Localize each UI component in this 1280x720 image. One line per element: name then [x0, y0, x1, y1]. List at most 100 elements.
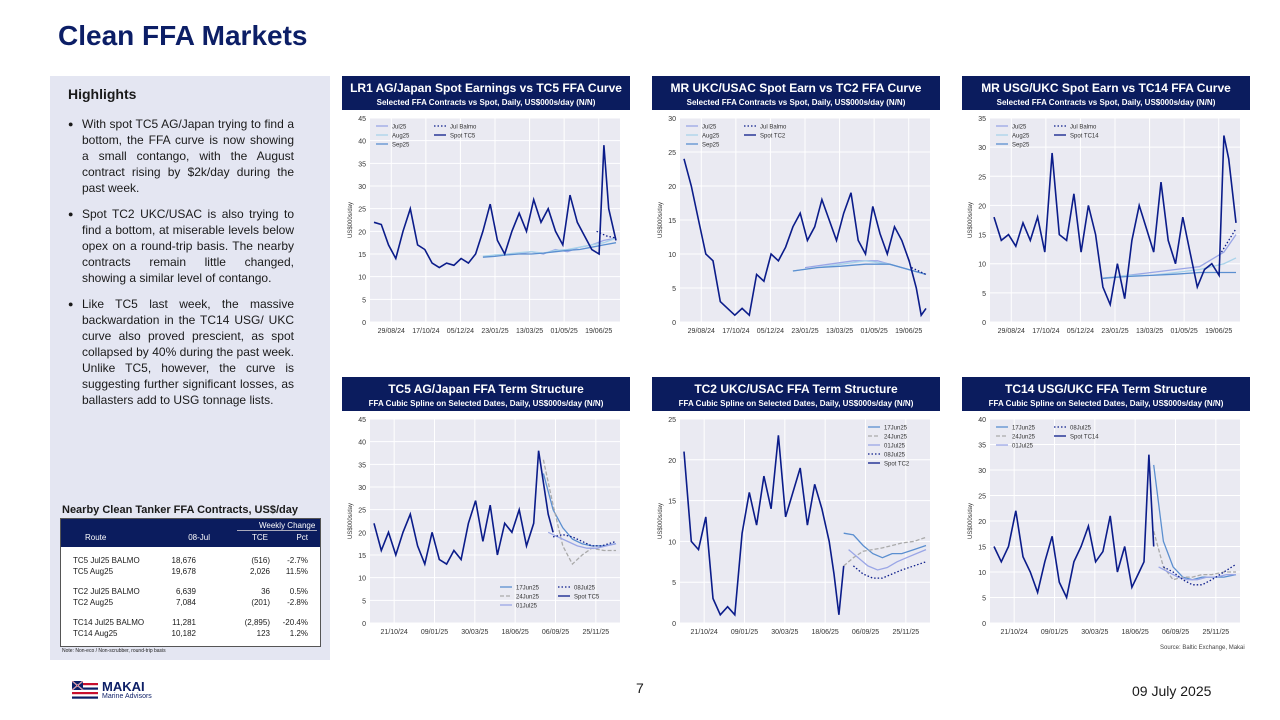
legend-label: Aug25	[392, 134, 410, 140]
legend-label: 24Jun25	[1012, 435, 1036, 441]
x-tick-label: 17/10/24	[412, 328, 439, 335]
cell-tce: 2,026	[249, 567, 270, 576]
chart-subtitle: Selected FFA Contracts vs Spot, Daily, U…	[996, 98, 1216, 107]
highlights-panel: Highlights With spot TC5 AG/Japan trying…	[50, 76, 330, 660]
y-axis-label: US$000s/day	[968, 503, 974, 539]
cell-value: 10,182	[171, 629, 196, 638]
cell-value: 19,678	[171, 567, 196, 576]
chart-header: MR USG/UKC Spot Earn vs TC14 FFA Curve S…	[962, 76, 1250, 110]
makai-logo: MAKAI Marine Advisors	[71, 679, 152, 704]
y-tick-label: 25	[358, 207, 366, 214]
chart-subtitle: Selected FFA Contracts vs Spot, Daily, U…	[376, 98, 596, 107]
y-tick-label: 25	[358, 508, 366, 515]
legend-label: Jul Balmo	[760, 125, 787, 131]
cell-route: TC14 Jul25 BALMO	[73, 618, 145, 627]
y-tick-label: 30	[668, 116, 676, 123]
cell-value: 6,639	[175, 587, 196, 596]
legend-label: Sep25	[702, 143, 720, 149]
legend-label: Spot TC14	[1070, 435, 1099, 441]
chart-header: TC5 AG/Japan FFA Term Structure FFA Cubi…	[342, 377, 630, 411]
legend-label: Spot TC5	[450, 134, 476, 140]
x-tick-label: 30/03/25	[461, 629, 488, 636]
cell-route: TC5 Aug25	[73, 567, 114, 576]
highlights-title: Highlights	[68, 86, 137, 102]
weekly-change-header: Weekly Change	[259, 521, 316, 530]
footer-date: 09 July 2025	[1132, 683, 1212, 699]
cell-route: TC2 Aug25	[73, 598, 114, 607]
legend-label: Spot TC2	[884, 462, 910, 468]
table-row: TC2 Aug25 7,084 (201) -2.8%	[61, 598, 320, 609]
x-tick-label: 05/12/24	[1067, 328, 1094, 335]
x-tick-label: 06/09/25	[1162, 629, 1189, 636]
x-tick-label: 01/05/25	[551, 328, 578, 335]
y-tick-label: 10	[358, 576, 366, 583]
x-tick-label: 06/09/25	[852, 629, 879, 636]
legend-label: 01Jul25	[516, 604, 538, 610]
y-tick-label: 15	[978, 545, 986, 552]
y-tick-label: 10	[978, 262, 986, 269]
legend-label: Jul25	[1012, 125, 1027, 131]
col-pct: Pct	[296, 533, 308, 542]
x-tick-label: 23/01/25	[791, 328, 818, 335]
y-axis-label: US$000s/day	[968, 202, 974, 238]
chart-title: TC2 UKC/USAC FFA Term Structure	[694, 382, 898, 396]
logo-text: MAKAI	[102, 679, 145, 694]
series-line	[547, 531, 617, 549]
y-tick-label: 30	[978, 145, 986, 152]
legend-label: Aug25	[1012, 134, 1030, 140]
x-tick-label: 19/06/25	[895, 328, 922, 335]
chart-header: LR1 AG/Japan Spot Earnings vs TC5 FFA Cu…	[342, 76, 630, 110]
y-tick-label: 40	[358, 139, 366, 146]
legend-label: Spot TC14	[1070, 134, 1099, 140]
series-line	[373, 450, 554, 567]
y-tick-label: 0	[362, 621, 366, 628]
y-tick-label: 10	[358, 275, 366, 282]
chart-title: LR1 AG/Japan Spot Earnings vs TC5 FFA Cu…	[350, 81, 622, 95]
x-tick-label: 19/06/25	[585, 328, 612, 335]
chart-subtitle: FFA Cubic Spline on Selected Dates, Dail…	[988, 399, 1224, 408]
legend-label: 08Jul25	[574, 586, 596, 592]
x-tick-label: 17/10/24	[722, 328, 749, 335]
legend-label: 01Jul25	[1012, 444, 1034, 450]
series-line	[1163, 563, 1237, 586]
table-row: TC14 Aug25 10,182 123 1.2%	[61, 629, 320, 640]
source-note: Source: Baltic Exchange, Makai	[1160, 645, 1245, 651]
logo-subtext: Marine Advisors	[102, 693, 152, 700]
y-tick-label: 15	[668, 218, 676, 225]
cell-tce: 123	[256, 629, 270, 638]
highlight-bullet: With spot TC5 AG/Japan trying to find a …	[68, 116, 294, 196]
cell-route: TC5 Jul25 BALMO	[73, 556, 140, 565]
x-tick-label: 21/10/24	[691, 629, 718, 636]
y-tick-label: 0	[672, 621, 676, 628]
y-tick-label: 20	[978, 203, 986, 210]
series-line	[792, 263, 927, 276]
legend-label: Sep25	[392, 143, 410, 149]
table-row: TC14 Jul25 BALMO 11,281 (2,895) -20.4%	[61, 618, 320, 629]
y-tick-label: 0	[982, 320, 986, 327]
chart-tc14-spot: 0 5 10 15 20 25 30 35 29/08/24 17/10/24 05/12/24 23…	[968, 116, 1240, 335]
x-tick-label: 23/01/25	[1101, 328, 1128, 335]
cell-tce: (2,895)	[244, 618, 270, 627]
cell-value: 18,676	[171, 556, 196, 565]
x-tick-label: 05/12/24	[757, 328, 784, 335]
chart-title: TC5 AG/Japan FFA Term Structure	[388, 382, 584, 396]
y-tick-label: 45	[358, 116, 366, 123]
y-tick-label: 20	[668, 458, 676, 465]
x-tick-label: 05/12/24	[447, 328, 474, 335]
y-tick-label: 5	[672, 580, 676, 587]
chart-tc5-term: 0 5 10 15 20 25 30 35 40 45 21/10/24 09/01/25 30/03/…	[348, 417, 620, 636]
x-tick-label: 06/09/25	[542, 629, 569, 636]
chart-title: TC14 USG/UKC FFA Term Structure	[1004, 382, 1208, 396]
legend-label: 08Jul25	[884, 453, 906, 459]
series-line	[552, 533, 617, 547]
series-line	[1220, 228, 1237, 253]
cell-pct: 0.5%	[289, 587, 308, 596]
y-tick-label: 20	[668, 184, 676, 191]
y-tick-label: 30	[358, 485, 366, 492]
legend-label: Aug25	[702, 134, 720, 140]
series-line	[843, 536, 927, 567]
header-divider	[237, 530, 317, 531]
chart-header: TC14 USG/UKC FFA Term Structure FFA Cubi…	[962, 377, 1250, 411]
legend-label: Sep25	[1012, 143, 1030, 149]
cell-pct: -20.4%	[282, 618, 308, 627]
